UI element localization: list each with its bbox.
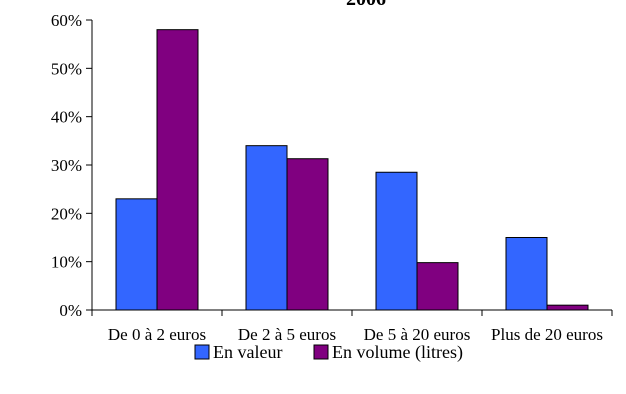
y-tick-label: 40% [51, 108, 82, 127]
y-tick-label: 20% [51, 204, 82, 223]
legend-swatch-en-valeur [194, 344, 210, 360]
y-tick-label: 10% [51, 253, 82, 272]
bar-en-valeur [375, 171, 418, 311]
y-tick-label: 50% [51, 59, 82, 78]
bar-group [115, 29, 589, 311]
bar-en-volume [546, 304, 589, 311]
category-labels: De 0 à 2 euros De 2 à 5 euros De 5 à 20 eu… [108, 325, 603, 344]
bar-en-volume [416, 262, 459, 311]
bar-en-valeur [505, 237, 548, 311]
x-category-label: De 2 à 5 euros [238, 325, 336, 344]
legend: En valeur En volume (litres) [194, 342, 463, 363]
bar-en-valeur [245, 145, 288, 311]
x-category-label: De 5 à 20 euros [364, 325, 471, 344]
bar-en-volume [156, 29, 199, 311]
legend-label-en-valeur: En valeur [213, 342, 282, 362]
y-axis-ticks: 0% 10% 20% 30% 40% 50% 60% [51, 11, 92, 320]
legend-label-en-volume: En volume (litres) [332, 342, 463, 363]
chart-title: 2006 [346, 0, 386, 10]
y-tick-label: 0% [59, 301, 82, 320]
y-tick-label: 30% [51, 156, 82, 175]
x-category-label: De 0 à 2 euros [108, 325, 206, 344]
legend-swatch-en-volume [313, 344, 329, 360]
x-category-label: Plus de 20 euros [491, 325, 603, 344]
bar-en-valeur [115, 198, 158, 311]
bar-en-volume [286, 158, 329, 311]
y-tick-label: 60% [51, 11, 82, 30]
x-axis-ticks [91, 310, 613, 316]
